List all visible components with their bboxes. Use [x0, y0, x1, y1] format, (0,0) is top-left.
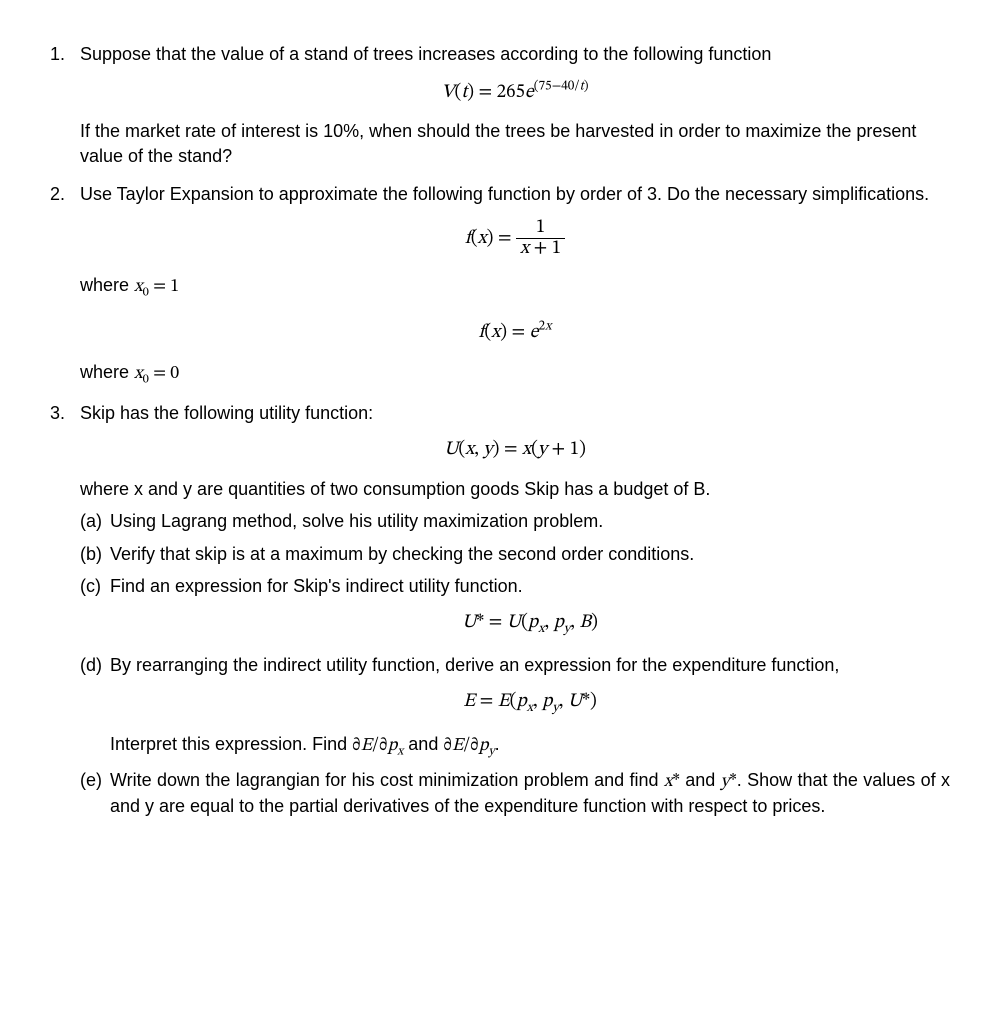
q3-d-formula: E = E(px, py, U*) — [110, 689, 950, 718]
q3-intro: Skip has the following utility function: — [80, 401, 950, 425]
problem-1: Suppose that the value of a stand of tre… — [50, 42, 950, 168]
q3-desc: where x and y are quantities of two cons… — [80, 477, 950, 501]
q1-text2: If the market rate of interest is 10%, w… — [80, 119, 950, 168]
q3-b: Verify that skip is at a maximum by chec… — [80, 542, 950, 566]
q2-text1: Use Taylor Expansion to approximate the … — [80, 182, 950, 206]
q3-a-text: Using Lagrang method, solve his utility … — [110, 511, 603, 531]
problem-2: Use Taylor Expansion to approximate the … — [50, 182, 950, 387]
q3-d: By rearranging the indirect utility func… — [80, 653, 950, 760]
q3-d-text1: By rearranging the indirect utility func… — [110, 655, 839, 675]
q2-f1-den: x + 1 — [516, 238, 565, 259]
q3-e-text: Write down the lagrangian for his cost m… — [110, 770, 950, 816]
q3-a: Using Lagrang method, solve his utility … — [80, 509, 950, 533]
problem-list: Suppose that the value of a stand of tre… — [50, 42, 950, 818]
q2-formula1: f(x) = 1 x + 1 — [80, 218, 950, 259]
q3-c: Find an expression for Skip's indirect u… — [80, 574, 950, 639]
q3-c-formula: U* = U(px, py, B) — [110, 610, 950, 639]
q3-d-text2: Interpret this expression. Find ∂E/∂px a… — [110, 732, 950, 760]
q3-c-text: Find an expression for Skip's indirect u… — [110, 576, 523, 596]
q2-where2: where x0 = 0 — [80, 360, 950, 388]
q3-subparts: Using Lagrang method, solve his utility … — [80, 509, 950, 818]
q1-formula: V(t) = 265e(75−40/t) — [80, 78, 950, 105]
q2-f1-num: 1 — [516, 218, 565, 238]
q1-text1: Suppose that the value of a stand of tre… — [80, 42, 950, 66]
q3-b-text: Verify that skip is at a maximum by chec… — [110, 544, 694, 564]
q3-e: Write down the lagrangian for his cost m… — [80, 768, 950, 819]
q3-formula-u: U(x, y) = x(y + 1) — [80, 437, 950, 463]
q2-formula2: f(x) = e2x — [80, 319, 950, 346]
q2-where1: where x0 = 1 — [80, 273, 950, 301]
problem-3: Skip has the following utility function:… — [50, 401, 950, 818]
